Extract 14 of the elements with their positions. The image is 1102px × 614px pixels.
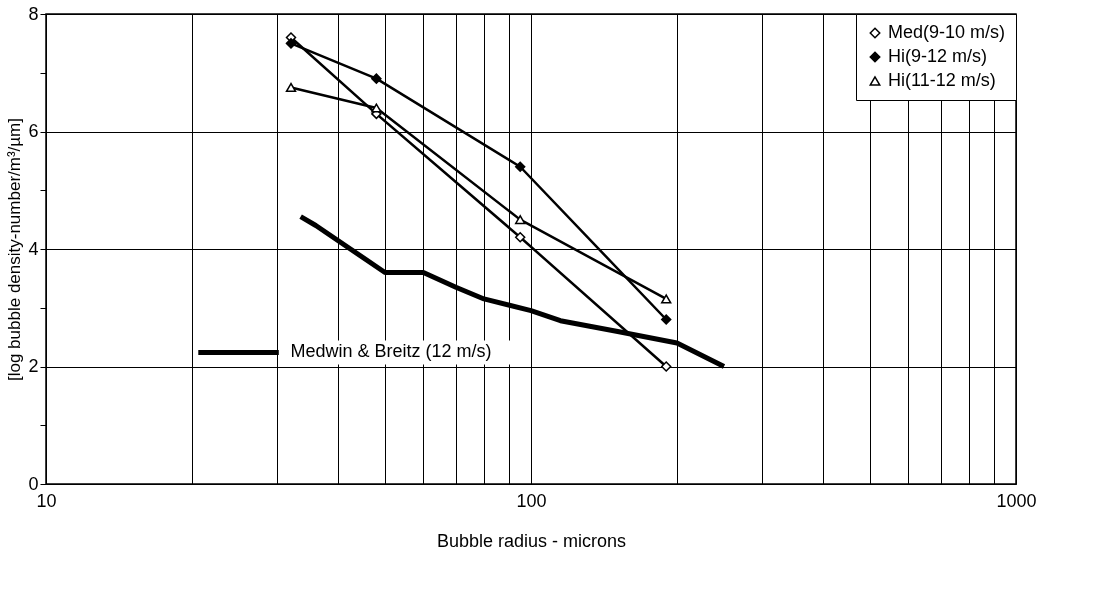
x-tick-label: 100 [516,490,547,511]
x-tick-label: 10 [36,490,57,511]
y-axis-title: [log bubble density-number/m³/µm] [5,117,25,382]
x-axis-title: Bubble radius - microns [436,530,627,551]
legend-label: Hi(9-12 m/s) [888,46,988,66]
y-tick-label: 2 [28,356,39,376]
y-tick-label: 8 [28,3,39,24]
y-tick-label: 0 [28,473,39,494]
legend-label: Medwin & Breitz (12 m/s) [290,341,492,362]
legend-label: Med(9-10 m/s) [888,22,1006,42]
legend-label: Hi(11-12 m/s) [888,70,996,90]
x-tick-label: 1000 [996,490,1037,511]
y-tick-label: 4 [28,238,39,259]
y-tick-label: 6 [28,121,39,141]
